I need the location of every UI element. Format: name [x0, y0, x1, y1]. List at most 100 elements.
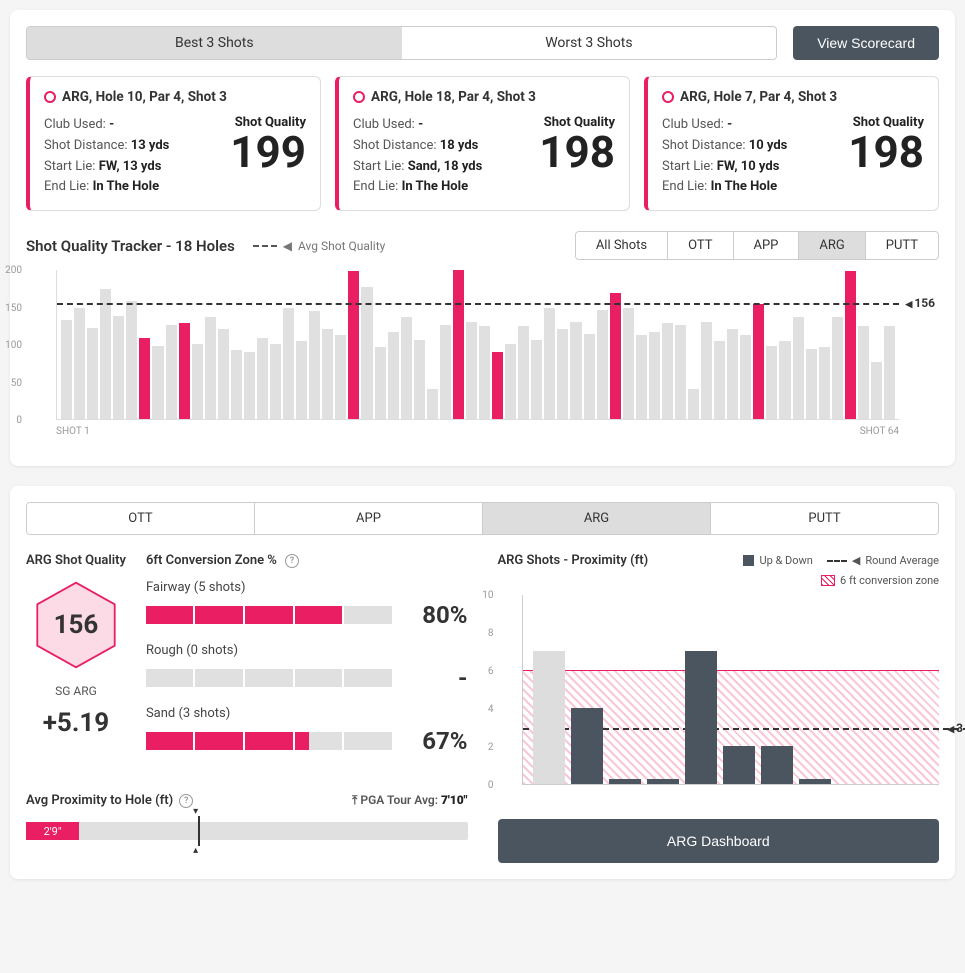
tracker-bar[interactable]	[845, 271, 856, 420]
tracker-bar[interactable]	[113, 316, 124, 420]
filter-tab-putt[interactable]: PUTT	[866, 232, 938, 259]
tracker-bar[interactable]	[675, 325, 686, 420]
proximity-bar[interactable]	[761, 746, 793, 784]
pga-tour-avg: ⤒ PGA Tour Avg: 7'10"	[352, 793, 467, 808]
proximity-bar[interactable]	[609, 779, 641, 785]
tracker-bar[interactable]	[610, 293, 621, 419]
tracker-bar[interactable]	[453, 270, 464, 419]
tracker-bar[interactable]	[61, 320, 72, 419]
tracker-bar[interactable]	[244, 352, 255, 420]
tracker-bar[interactable]	[806, 349, 817, 420]
tracker-bar[interactable]	[688, 389, 699, 419]
tracker-bar[interactable]	[375, 347, 386, 419]
tracker-bar[interactable]	[192, 344, 203, 419]
avg-proximity-fill: 2'9"	[26, 822, 79, 840]
tracker-bar[interactable]	[492, 352, 503, 420]
tracker-bar[interactable]	[87, 328, 98, 420]
tracker-bar[interactable]	[819, 347, 830, 419]
tracker-bar[interactable]	[100, 289, 111, 420]
category-tabs: OTTAPPARGPUTT	[26, 502, 939, 535]
tracker-bar[interactable]	[727, 329, 738, 419]
tracker-bar[interactable]	[166, 325, 177, 420]
tracker-bars: 156	[56, 270, 899, 420]
proximity-bar[interactable]	[685, 651, 717, 784]
arg-shot-quality-title: ARG Shot Quality	[26, 553, 126, 568]
filter-tab-app[interactable]: APP	[734, 232, 800, 259]
tracker-bar[interactable]	[597, 310, 608, 420]
filter-tab-arg[interactable]: ARG	[799, 232, 865, 259]
conversion-bar	[146, 669, 392, 687]
tracker-bar[interactable]	[218, 329, 229, 419]
proximity-bar[interactable]	[571, 708, 603, 784]
tracker-bar[interactable]	[231, 350, 242, 419]
arg-dashboard-button[interactable]: ARG Dashboard	[498, 819, 940, 863]
tab-worst-shots[interactable]: Worst 3 Shots	[402, 27, 777, 59]
arg-panel: OTTAPPARGPUTT ARG Shot Quality 156 SG AR…	[10, 486, 955, 879]
view-scorecard-button[interactable]: View Scorecard	[793, 26, 939, 60]
tracker-bar[interactable]	[570, 322, 581, 420]
tracker-bar[interactable]	[649, 332, 660, 419]
tracker-bar[interactable]	[518, 326, 529, 419]
tracker-bar[interactable]	[531, 340, 542, 420]
tracker-bar[interactable]	[714, 341, 725, 419]
tracker-bar[interactable]	[832, 317, 843, 419]
tracker-bar[interactable]	[427, 389, 438, 419]
tracker-bar[interactable]	[335, 335, 346, 419]
tracker-bar[interactable]	[479, 326, 490, 419]
tracker-bar[interactable]	[753, 304, 764, 420]
tracker-bar[interactable]	[793, 317, 804, 419]
help-icon[interactable]: ?	[285, 554, 299, 568]
tracker-bar[interactable]	[701, 322, 712, 420]
tracker-bar[interactable]	[296, 341, 307, 419]
tracker-bar[interactable]	[348, 271, 359, 420]
tracker-bar[interactable]	[440, 325, 451, 420]
conversion-pct: 67%	[408, 727, 468, 755]
tracker-bar[interactable]	[766, 346, 777, 420]
tracker-bar[interactable]	[309, 311, 320, 419]
tracker-bar[interactable]	[466, 322, 477, 420]
tracker-bar[interactable]	[401, 317, 412, 419]
proximity-bar[interactable]	[647, 779, 679, 785]
tracker-bar[interactable]	[126, 301, 137, 420]
tracker-bar[interactable]	[557, 329, 568, 419]
category-tab-arg[interactable]: ARG	[483, 503, 711, 534]
help-icon[interactable]: ?	[179, 794, 193, 808]
conversion-row: Rough (0 shots) -	[146, 643, 468, 692]
tracker-bar[interactable]	[388, 332, 399, 419]
tracker-bar[interactable]	[505, 344, 516, 419]
tracker-bar[interactable]	[152, 346, 163, 420]
tracker-bar[interactable]	[740, 335, 751, 419]
tracker-bar[interactable]	[636, 335, 647, 419]
shot-card[interactable]: ARG, Hole 18, Par 4, Shot 3 Club Used: -…	[335, 76, 630, 211]
tracker-bar[interactable]	[662, 323, 673, 419]
proximity-bar[interactable]	[799, 779, 831, 785]
tab-best-shots[interactable]: Best 3 Shots	[27, 27, 402, 59]
filter-tab-all-shots[interactable]: All Shots	[576, 232, 668, 259]
tracker-bar[interactable]	[871, 362, 882, 419]
tracker-bar[interactable]	[858, 326, 869, 419]
shot-card[interactable]: ARG, Hole 7, Par 4, Shot 3 Club Used: -S…	[644, 76, 939, 211]
tracker-bar[interactable]	[322, 329, 333, 419]
tracker-bar[interactable]	[884, 326, 895, 419]
tracker-title: Shot Quality Tracker - 18 Holes	[26, 237, 235, 255]
tracker-bar[interactable]	[414, 340, 425, 420]
tracker-bar[interactable]	[139, 338, 150, 419]
tracker-bar[interactable]	[283, 308, 294, 419]
category-tab-ott[interactable]: OTT	[27, 503, 255, 534]
shot-card[interactable]: ARG, Hole 10, Par 4, Shot 3 Club Used: -…	[26, 76, 321, 211]
tracker-bar[interactable]	[623, 308, 634, 419]
tracker-bar[interactable]	[361, 287, 372, 419]
tracker-bar[interactable]	[179, 323, 190, 419]
tracker-bar[interactable]	[544, 308, 555, 419]
category-tab-app[interactable]: APP	[255, 503, 483, 534]
tracker-bar[interactable]	[270, 344, 281, 419]
filter-tab-ott[interactable]: OTT	[668, 232, 733, 259]
tracker-bar[interactable]	[205, 317, 216, 419]
proximity-bar[interactable]	[533, 651, 565, 784]
tracker-bar[interactable]	[584, 334, 595, 420]
proximity-bar[interactable]	[723, 746, 755, 784]
tracker-bar[interactable]	[74, 308, 85, 419]
tracker-bar[interactable]	[779, 341, 790, 419]
category-tab-putt[interactable]: PUTT	[711, 503, 938, 534]
tracker-bar[interactable]	[257, 338, 268, 419]
